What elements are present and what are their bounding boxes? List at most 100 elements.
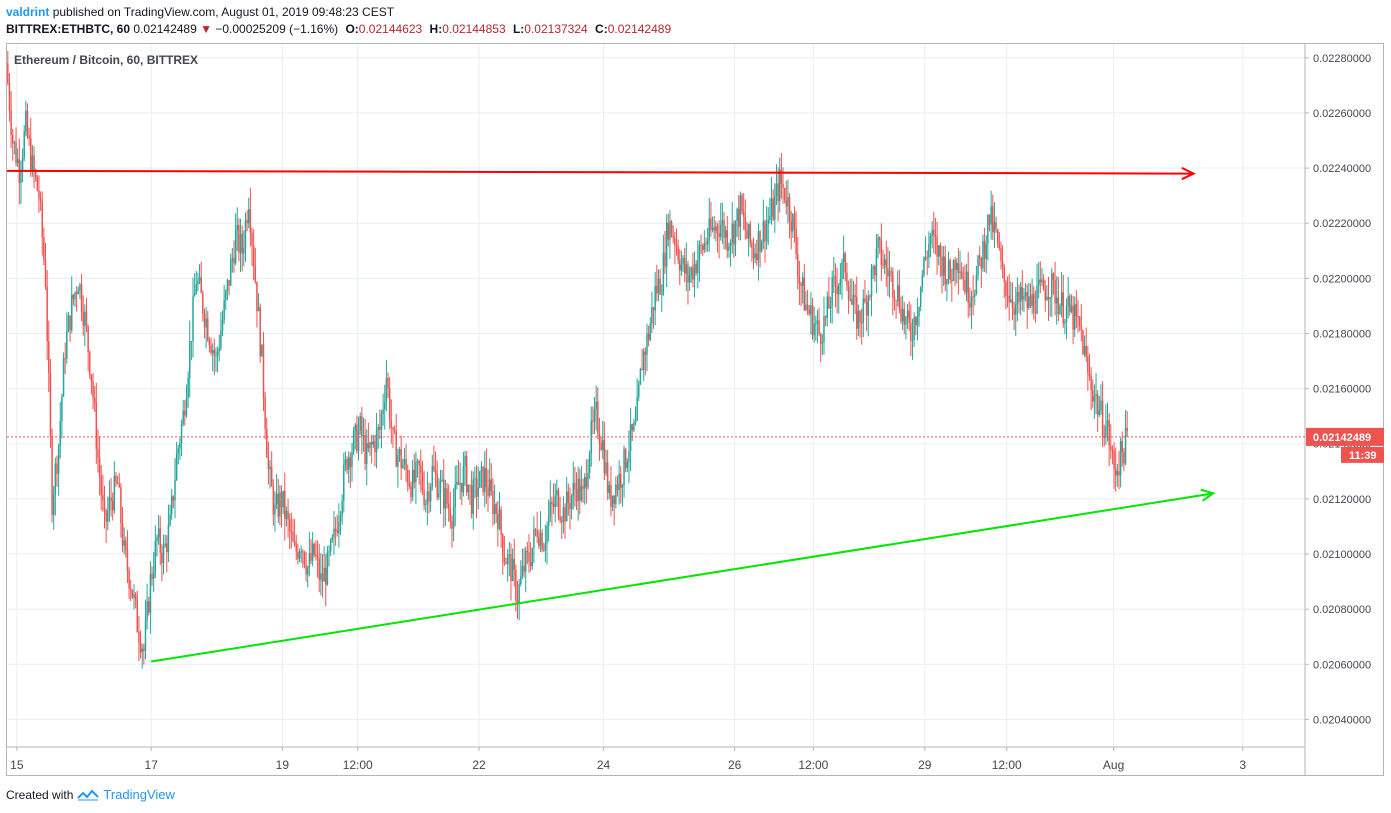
- candle-body: [229, 260, 232, 286]
- candle-body: [559, 516, 561, 521]
- candle-body: [87, 326, 89, 352]
- y-tick-label: 0.02100000: [1313, 549, 1371, 561]
- candle-body: [26, 110, 29, 136]
- candle-body: [688, 275, 691, 283]
- candle-body: [75, 292, 78, 295]
- chart-frame: [6, 43, 1384, 776]
- candle-body: [751, 242, 753, 248]
- candle-body: [1042, 279, 1045, 290]
- candle-body: [883, 259, 886, 265]
- candle-body: [916, 316, 919, 326]
- candle-body: [816, 320, 819, 324]
- candle-body: [497, 513, 499, 529]
- candle-body: [652, 307, 655, 311]
- candle-body: [465, 455, 468, 493]
- candle-body: [728, 246, 730, 251]
- candle-body: [834, 276, 837, 287]
- down-arrow-icon: ▼: [200, 22, 212, 36]
- candle-body: [154, 540, 157, 573]
- candle-body: [628, 451, 630, 463]
- candle-body: [646, 333, 648, 355]
- candle-body: [48, 341, 50, 374]
- author-name[interactable]: valdrint: [6, 5, 50, 19]
- candle-body: [626, 462, 629, 468]
- candle-body: [562, 507, 565, 523]
- candle-body: [839, 279, 842, 286]
- candle-body: [49, 373, 52, 436]
- candle-body: [787, 197, 789, 207]
- candle-body: [361, 416, 363, 437]
- candle-body: [461, 482, 463, 493]
- candle-body: [1119, 441, 1122, 476]
- candle-body: [793, 214, 796, 229]
- candle-body: [996, 228, 999, 244]
- candle-body: [713, 227, 715, 231]
- candle-body: [726, 230, 729, 251]
- candle-body: [826, 296, 829, 318]
- candle-body: [1092, 390, 1094, 402]
- candle-body: [279, 492, 281, 517]
- candle-body: [593, 408, 596, 422]
- candle-body: [605, 462, 607, 474]
- candle-body: [92, 381, 94, 398]
- candle-body: [444, 488, 447, 509]
- candle-body: [508, 554, 511, 556]
- candle-body: [520, 576, 522, 585]
- candle-body: [980, 257, 983, 269]
- candle-body: [36, 176, 39, 191]
- candle-body: [220, 331, 222, 349]
- candle-body: [952, 260, 955, 282]
- candle-body: [431, 466, 434, 487]
- candle-body: [433, 466, 435, 471]
- candle-body: [1044, 289, 1046, 301]
- candle-body: [928, 243, 930, 258]
- candle-body: [949, 260, 951, 280]
- candle-body: [51, 435, 53, 515]
- candle-body: [156, 537, 158, 541]
- candle-body: [772, 198, 774, 220]
- candle-body: [841, 262, 843, 280]
- candle-body: [354, 424, 357, 432]
- low-value: 0.02137324: [524, 22, 588, 36]
- candle-body: [744, 216, 747, 231]
- candle-body: [865, 301, 868, 316]
- candle-body: [93, 397, 96, 403]
- candle-body: [1003, 267, 1006, 282]
- candle-body: [741, 195, 743, 212]
- candle-body: [587, 472, 589, 488]
- candle-body: [67, 315, 70, 332]
- candle-body: [254, 266, 257, 282]
- candle-body: [429, 486, 432, 502]
- candle-body: [819, 334, 822, 344]
- candle-body: [734, 221, 737, 245]
- x-tick-label: 26: [728, 758, 742, 772]
- candle-body: [1041, 279, 1043, 283]
- candle-body: [739, 195, 742, 227]
- candle-body: [506, 554, 509, 565]
- x-tick-label: 29: [918, 758, 932, 772]
- candle-body: [606, 462, 609, 494]
- candle-body: [69, 315, 71, 331]
- candle-body: [1000, 248, 1002, 261]
- candle-body: [149, 574, 152, 613]
- candle-body: [180, 424, 183, 444]
- publish-text: published on TradingView.com, August 01,…: [52, 5, 395, 19]
- candle-body: [284, 490, 286, 519]
- candle-body: [64, 358, 66, 360]
- candle-body: [667, 222, 670, 240]
- candle-body: [503, 556, 506, 563]
- candle-body: [656, 285, 658, 294]
- tradingview-link[interactable]: TradingView: [103, 787, 175, 802]
- candle-body: [495, 504, 497, 514]
- candle-body: [418, 461, 420, 466]
- candle-body: [1054, 280, 1056, 304]
- candle-body: [133, 594, 135, 598]
- candle-body: [531, 547, 534, 567]
- candle-body: [1124, 428, 1127, 464]
- candle-body: [295, 544, 298, 552]
- candle-body: [151, 574, 153, 579]
- candle-body: [523, 565, 525, 572]
- candle-body: [372, 441, 375, 445]
- candle-body: [683, 257, 686, 274]
